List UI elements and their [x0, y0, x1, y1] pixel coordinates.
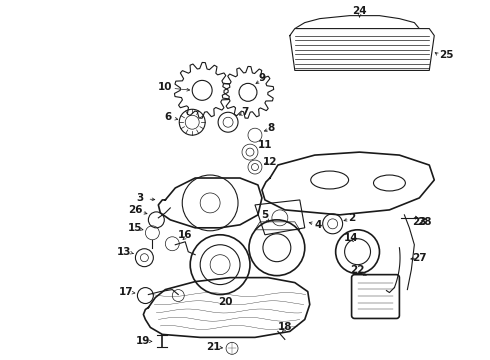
Polygon shape: [290, 28, 434, 71]
Text: 19: 19: [136, 336, 150, 346]
Text: 22: 22: [350, 265, 365, 275]
Text: 28: 28: [417, 217, 432, 227]
Text: 9: 9: [258, 73, 266, 84]
Text: 11: 11: [258, 140, 272, 150]
Text: 24: 24: [352, 6, 367, 15]
Text: 25: 25: [439, 50, 454, 60]
Text: 15: 15: [128, 223, 143, 233]
Text: 18: 18: [278, 323, 292, 332]
Text: 23: 23: [412, 217, 427, 227]
Text: 14: 14: [344, 233, 359, 243]
Text: 3: 3: [137, 193, 144, 203]
Polygon shape: [158, 178, 262, 228]
Text: 13: 13: [117, 247, 132, 257]
Text: 7: 7: [241, 107, 249, 117]
Text: 12: 12: [263, 157, 277, 167]
Text: 21: 21: [206, 342, 220, 352]
Text: 27: 27: [412, 253, 427, 263]
Text: 26: 26: [128, 205, 143, 215]
Polygon shape: [144, 278, 310, 337]
Text: 20: 20: [218, 297, 232, 306]
Text: 1: 1: [196, 283, 204, 293]
Text: 8: 8: [267, 123, 274, 133]
Text: 2: 2: [348, 213, 355, 223]
Text: 6: 6: [165, 112, 172, 122]
Polygon shape: [262, 152, 434, 215]
Text: 17: 17: [119, 287, 134, 297]
Text: 16: 16: [178, 230, 193, 240]
Text: 4: 4: [314, 220, 321, 230]
Text: 10: 10: [158, 82, 172, 93]
Text: 5: 5: [261, 210, 269, 220]
